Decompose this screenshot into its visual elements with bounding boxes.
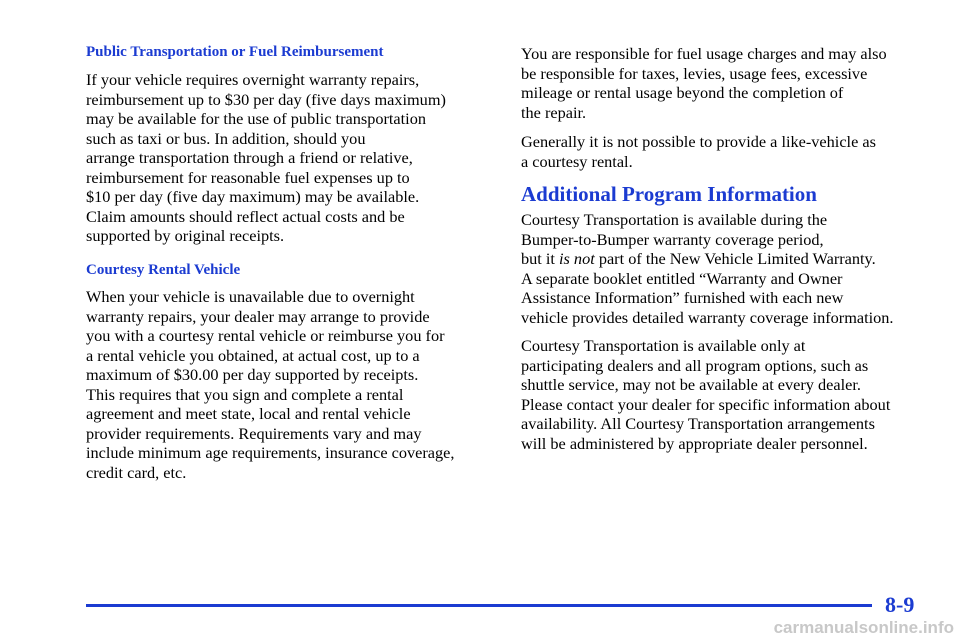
text-line: credit card, etc. [86, 462, 187, 482]
text-line: vehicle provides detailed warranty cover… [521, 307, 894, 327]
text-line: include minimum age requirements, insura… [86, 443, 455, 462]
text-line: reimbursement up to $30 per day (five da… [86, 89, 446, 109]
text-line: will be administered by appropriate deal… [521, 433, 868, 453]
text-line: shuttle service, may not be available at… [521, 375, 861, 394]
text-line: provider requirements. Requirements vary… [86, 423, 422, 443]
text-line: you with a courtesy rental vehicle or re… [86, 326, 445, 345]
text-line: reimbursement for reasonable fuel expens… [86, 167, 410, 187]
page-number: 8-9 [885, 592, 915, 617]
paragraph: You are responsible for fuel usage charg… [521, 44, 887, 122]
text-line: such as taxi or bus. In addition, should… [86, 128, 366, 148]
paragraph: When your vehicle is unavailable due to … [86, 287, 454, 482]
paragraph: Generally it is not possible to provide … [521, 132, 876, 171]
text-line: maximum of $30.00 per day supported by r… [86, 365, 419, 384]
text-line: arrange transportation through a friend … [86, 148, 413, 167]
text-line: Courtesy Transportation is available onl… [521, 336, 806, 355]
text-line: $10 per day (five day maximum) may be av… [86, 187, 420, 206]
text-line: Please contact your dealer for specific … [521, 394, 891, 414]
text-line: a rental vehicle you obtained, at actual… [86, 345, 420, 365]
watermark: carmanualsonline.info [773, 618, 954, 637]
footer-rule [86, 604, 872, 607]
text-line: be responsible for taxes, levies, usage … [521, 63, 868, 83]
text-line: This requires that you sign and complete… [86, 384, 404, 404]
heading: Public Transportation or Fuel Reimbursem… [86, 44, 384, 60]
paragraph: If your vehicle requires overnight warra… [86, 70, 446, 246]
text-line: supported by original receipts. [86, 226, 285, 245]
text-line: a courtesy rental. [521, 151, 633, 171]
text-line: Bumper-to-Bumper warranty coverage perio… [521, 229, 824, 249]
text-line: If your vehicle requires overnight warra… [86, 70, 420, 89]
text-line: You are responsible for fuel usage charg… [521, 44, 887, 63]
text-line: Assistance Information” furnished with e… [521, 288, 844, 307]
text-line: may be available for the use of public t… [86, 109, 426, 128]
text-span: but it [521, 249, 559, 268]
text-line: mileage or rental usage beyond the compl… [521, 83, 844, 102]
heading: Additional Program Information [521, 182, 817, 206]
text-line: agreement and meet state, local and rent… [86, 404, 411, 423]
text-line: but it is not part of the New Vehicle Li… [521, 249, 894, 269]
text-line: participating dealers and all program op… [521, 355, 869, 375]
text-line: warranty repairs, your dealer may arrang… [86, 306, 430, 326]
text-line: Generally it is not possible to provide … [521, 132, 876, 151]
text-line: Courtesy Transportation is available dur… [521, 210, 828, 229]
text-line: Claim amounts should reflect actual cost… [86, 206, 405, 226]
text-line: availability. All Courtesy Transportatio… [521, 414, 875, 433]
paragraph: Courtesy Transportation is available dur… [521, 210, 894, 327]
text-line: the repair. [521, 102, 587, 122]
text-line: A separate booklet entitled “Warranty an… [521, 268, 843, 288]
heading: Courtesy Rental Vehicle [86, 262, 241, 278]
emphasis: is not [559, 249, 595, 268]
text-line: When your vehicle is unavailable due to … [86, 287, 415, 306]
paragraph: Courtesy Transportation is available onl… [521, 336, 890, 453]
text-span: part of the New Vehicle Limited Warranty… [594, 249, 876, 268]
